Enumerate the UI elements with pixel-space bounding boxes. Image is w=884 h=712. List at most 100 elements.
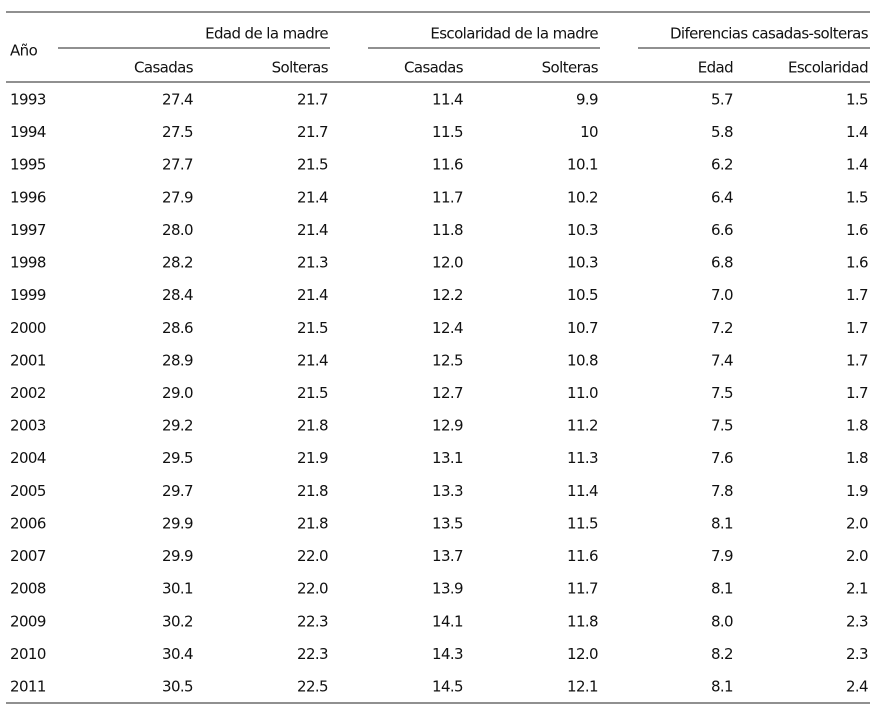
year-cell: 2008 [10, 580, 46, 598]
value-cell: 21.5 [297, 156, 328, 174]
value-cell: 1.8 [846, 449, 868, 467]
value-cell: 22.3 [297, 645, 328, 663]
value-cell: 28.0 [162, 221, 193, 239]
value-cell: 1.7 [846, 319, 868, 337]
value-cell: 30.5 [162, 678, 193, 696]
value-cell: 30.1 [162, 580, 193, 598]
value-cell: 8.1 [711, 580, 733, 598]
value-cell: 11.2 [567, 417, 598, 435]
column-header: Solteras [272, 59, 329, 77]
value-cell: 12.7 [432, 384, 463, 402]
value-cell: 7.4 [711, 351, 733, 369]
value-cell: 6.2 [711, 156, 733, 174]
value-cell: 1.9 [846, 482, 868, 500]
value-cell: 29.9 [162, 514, 193, 532]
value-cell: 10.8 [567, 351, 598, 369]
value-cell: 13.1 [432, 449, 463, 467]
year-cell: 2010 [10, 645, 46, 663]
value-cell: 2.0 [846, 547, 868, 565]
value-cell: 8.2 [711, 645, 733, 663]
value-cell: 13.7 [432, 547, 463, 565]
value-cell: 21.7 [297, 91, 328, 109]
value-cell: 11.5 [567, 514, 598, 532]
value-cell: 13.3 [432, 482, 463, 500]
value-cell: 1.8 [846, 417, 868, 435]
value-cell: 7.9 [711, 547, 733, 565]
value-cell: 21.5 [297, 384, 328, 402]
value-cell: 11.5 [432, 123, 463, 141]
value-cell: 10.7 [567, 319, 598, 337]
group-header: Edad de la madre [205, 25, 328, 43]
value-cell: 2.3 [846, 645, 868, 663]
value-cell: 22.3 [297, 612, 328, 630]
value-cell: 27.5 [162, 123, 193, 141]
value-cell: 10.5 [567, 286, 598, 304]
value-cell: 11.7 [432, 188, 463, 206]
value-cell: 7.2 [711, 319, 733, 337]
value-cell: 7.5 [711, 417, 733, 435]
value-cell: 28.2 [162, 254, 193, 272]
value-cell: 10.1 [567, 156, 598, 174]
value-cell: 29.7 [162, 482, 193, 500]
column-header: Solteras [542, 59, 599, 77]
value-cell: 11.4 [567, 482, 598, 500]
value-cell: 7.6 [711, 449, 733, 467]
value-cell: 7.5 [711, 384, 733, 402]
value-cell: 11.0 [567, 384, 598, 402]
value-cell: 11.8 [432, 221, 463, 239]
column-header: Escolaridad [788, 59, 868, 77]
column-header: Casadas [134, 59, 194, 77]
value-cell: 7.0 [711, 286, 733, 304]
value-cell: 29.2 [162, 417, 193, 435]
value-cell: 7.8 [711, 482, 733, 500]
year-cell: 2001 [10, 351, 46, 369]
value-cell: 5.7 [711, 91, 733, 109]
year-cell: 1995 [10, 156, 46, 174]
value-cell: 2.4 [846, 678, 868, 696]
value-cell: 2.0 [846, 514, 868, 532]
column-header: Casadas [404, 59, 464, 77]
value-cell: 8.1 [711, 514, 733, 532]
value-cell: 8.0 [711, 612, 733, 630]
value-cell: 12.2 [432, 286, 463, 304]
value-cell: 12.1 [567, 678, 598, 696]
group-header: Escolaridad de la madre [430, 25, 598, 43]
value-cell: 12.9 [432, 417, 463, 435]
value-cell: 22.0 [297, 580, 328, 598]
value-cell: 6.8 [711, 254, 733, 272]
value-cell: 11.3 [567, 449, 598, 467]
year-header: Año [10, 42, 38, 60]
value-cell: 29.0 [162, 384, 193, 402]
group-header: Diferencias casadas-solteras [670, 25, 869, 43]
value-cell: 2.1 [846, 580, 868, 598]
value-cell: 1.6 [846, 254, 868, 272]
value-cell: 30.4 [162, 645, 193, 663]
value-cell: 11.4 [432, 91, 463, 109]
value-cell: 9.9 [576, 91, 598, 109]
column-header: Edad [698, 59, 733, 77]
value-cell: 1.5 [846, 188, 868, 206]
value-cell: 1.7 [846, 351, 868, 369]
value-cell: 21.4 [297, 351, 328, 369]
value-cell: 5.8 [711, 123, 733, 141]
year-cell: 2003 [10, 417, 46, 435]
value-cell: 12.4 [432, 319, 463, 337]
value-cell: 27.4 [162, 91, 193, 109]
value-cell: 21.8 [297, 514, 328, 532]
value-cell: 10.2 [567, 188, 598, 206]
value-cell: 1.4 [846, 156, 868, 174]
value-cell: 22.0 [297, 547, 328, 565]
year-cell: 1994 [10, 123, 46, 141]
value-cell: 12.5 [432, 351, 463, 369]
year-cell: 1996 [10, 188, 46, 206]
year-cell: 2009 [10, 612, 46, 630]
value-cell: 1.4 [846, 123, 868, 141]
year-cell: 1999 [10, 286, 46, 304]
value-cell: 30.2 [162, 612, 193, 630]
value-cell: 14.5 [432, 678, 463, 696]
year-cell: 2005 [10, 482, 46, 500]
value-cell: 21.4 [297, 286, 328, 304]
value-cell: 21.8 [297, 417, 328, 435]
